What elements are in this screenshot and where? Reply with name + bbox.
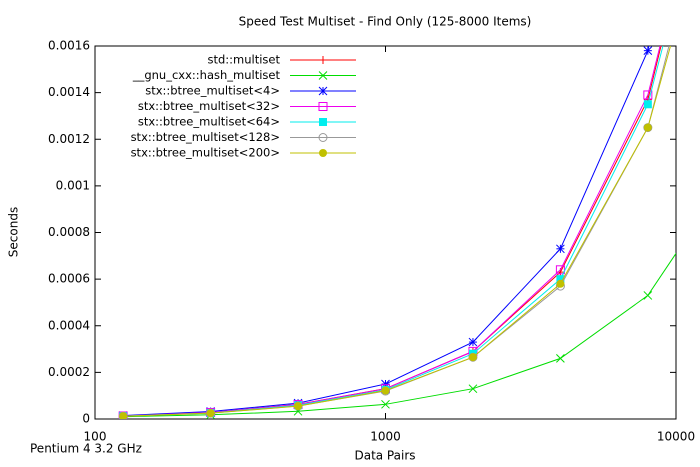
marker xyxy=(381,399,390,409)
marker xyxy=(643,100,652,109)
marker-shape xyxy=(318,133,328,142)
marker-shape xyxy=(556,275,565,284)
y-tick-label: 0.001 xyxy=(56,178,90,192)
marker xyxy=(468,353,477,362)
y-tick-label: 0.0014 xyxy=(48,85,90,99)
marker-stroke xyxy=(643,291,653,300)
marker-stroke xyxy=(643,46,653,56)
marker-shape xyxy=(468,353,477,362)
marker-stroke xyxy=(556,244,565,254)
marker xyxy=(468,337,478,347)
marker-stroke xyxy=(318,71,328,80)
marker-stroke xyxy=(556,354,565,363)
series-line xyxy=(123,252,676,418)
y-tick-label: 0.0016 xyxy=(48,39,90,53)
marker-shape xyxy=(319,118,327,126)
legend-label: stx::btree_multiset<32> xyxy=(138,99,280,113)
marker xyxy=(319,149,327,157)
marker xyxy=(318,71,328,80)
y-tick-label: 0.0004 xyxy=(48,318,90,332)
marker-stroke xyxy=(468,337,478,347)
marker xyxy=(319,118,327,126)
x-tick-label: 1000 xyxy=(370,430,401,444)
marker xyxy=(318,102,328,111)
series-line xyxy=(123,46,672,417)
y-axis-label: Seconds xyxy=(7,207,21,257)
series-line xyxy=(123,46,650,417)
y-tick-label: 0.0002 xyxy=(48,365,90,379)
marker-shape xyxy=(294,402,303,411)
y-tick-label: 0.0008 xyxy=(48,225,90,239)
marker-stroke xyxy=(381,399,390,409)
x-axis-label: Data Pairs xyxy=(354,449,415,463)
marker xyxy=(294,402,303,411)
marker-shape xyxy=(556,279,565,288)
marker-shape xyxy=(319,149,327,157)
annotation: Pentium 4 3.2 GHz xyxy=(30,442,142,456)
series-line xyxy=(123,46,661,417)
plot-area xyxy=(118,46,676,419)
marker xyxy=(381,386,390,395)
marker xyxy=(643,90,653,100)
legend-label: stx::btree_multiset<4> xyxy=(145,84,280,98)
x-tick-label: 10000 xyxy=(657,430,695,444)
marker xyxy=(318,133,328,142)
legend-label: __gnu_cxx::hash_multiset xyxy=(132,68,281,82)
marker xyxy=(468,384,478,394)
legend-label: std::multiset xyxy=(207,53,280,67)
marker xyxy=(206,409,215,418)
marker-shape xyxy=(206,409,215,418)
y-tick-label: 0.0006 xyxy=(48,272,90,286)
marker-shape xyxy=(643,123,652,132)
y-tick-label: 0 xyxy=(82,412,90,426)
marker-shape xyxy=(643,100,652,109)
marker xyxy=(318,86,328,96)
marker xyxy=(643,46,653,56)
marker xyxy=(556,354,565,363)
marker xyxy=(556,275,565,284)
legend-label: stx::btree_multiset<200> xyxy=(131,146,280,160)
legend-label: stx::btree_multiset<128> xyxy=(131,130,280,144)
marker xyxy=(643,291,653,300)
x-tick-label: 100 xyxy=(84,430,107,444)
marker xyxy=(555,265,565,275)
chart-title: Speed Test Multiset - Find Only (125-800… xyxy=(239,15,532,29)
marker-shape xyxy=(643,90,653,100)
legend-label: stx::btree_multiset<64> xyxy=(138,115,280,129)
marker xyxy=(556,279,565,288)
marker-shape xyxy=(119,412,128,419)
marker-shape xyxy=(318,102,328,111)
marker-shape xyxy=(381,386,390,395)
marker-stroke xyxy=(318,86,328,96)
y-tick-label: 0.0012 xyxy=(48,132,90,146)
marker-shape xyxy=(555,265,565,275)
marker xyxy=(556,244,565,254)
marker xyxy=(119,412,128,419)
marker-stroke xyxy=(468,384,478,394)
marker xyxy=(319,56,327,64)
marker xyxy=(643,123,652,132)
